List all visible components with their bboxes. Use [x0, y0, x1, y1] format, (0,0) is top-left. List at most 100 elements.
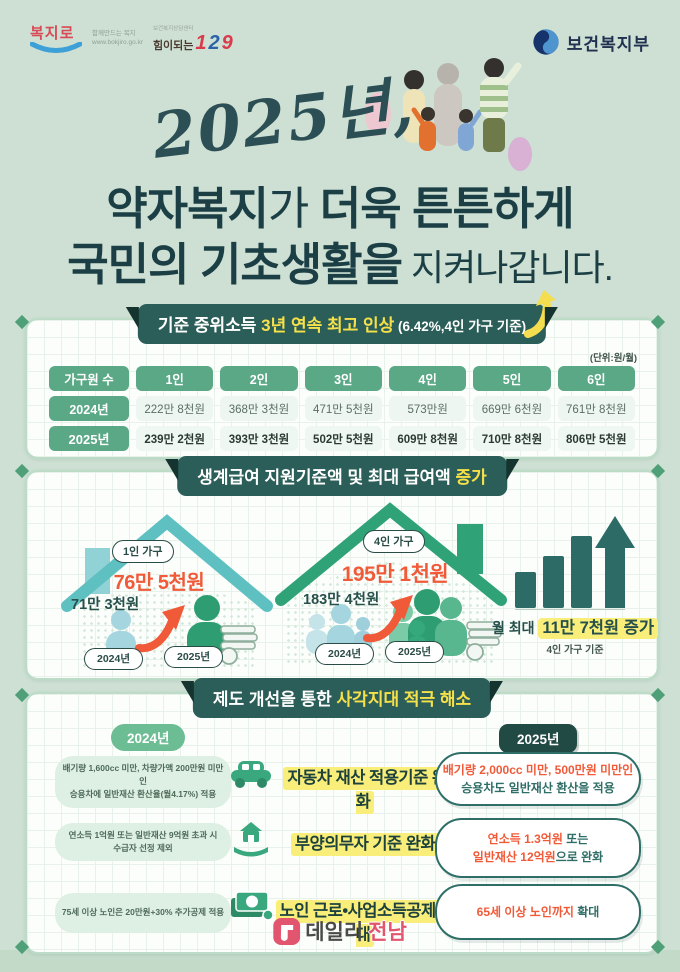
- after-rule-bubble: 65세 이상 노인까지 확대: [435, 884, 641, 940]
- title-regular: 지켜나갑니다.: [401, 247, 614, 288]
- after-rule-bubble: 연소득 1.3억원 또는 일반재산 12억원으로 완화: [435, 818, 641, 878]
- table-cell: 669만 6천원: [473, 396, 551, 421]
- ribbon-note: (6.42%,4인 가구 기준): [394, 319, 527, 334]
- section-living-benefit: 생계급여 지원기준액 및 최대 급여액 증가: [25, 456, 659, 680]
- amount-2024: 71만 3천원: [71, 597, 140, 613]
- bottom-strip: [0, 950, 680, 972]
- table-cell: 222만 8천원: [136, 396, 214, 421]
- press-mark-icon: [273, 917, 301, 945]
- call-129-logo: 보건복지상담센터 힘이되는 1 2 9: [152, 26, 233, 54]
- improvement-title: 노인 근로•사업소득공제 확대: [275, 897, 455, 947]
- money-icon: [229, 888, 274, 927]
- improvement-title: 자동차 재산 적용기준 완화: [275, 764, 455, 814]
- bokjiro-smile-icon: [29, 41, 83, 53]
- table-cell: 471만 5천원: [304, 396, 382, 421]
- col-header: 5인: [473, 366, 551, 391]
- col-header: 3인: [304, 366, 382, 391]
- title-regular: 가: [267, 183, 320, 234]
- year-label: 2024년: [84, 648, 144, 670]
- hand-house-icon: [229, 821, 273, 862]
- ministry-logo: 보건복지부: [532, 28, 650, 56]
- row-label: 2025년: [49, 426, 129, 451]
- col-header: 1인: [136, 366, 214, 391]
- call-129-digit: 1: [195, 31, 207, 54]
- improvement-title-text: 자동차 재산 적용기준 완화: [283, 767, 447, 814]
- after-rule-orange: 65세 이상 노인까지: [476, 905, 574, 919]
- house-4person: 4인 가구 195만 1천원 183만 4천원 2024년 2025년: [275, 496, 510, 676]
- press-name-accent: 전남: [368, 921, 407, 944]
- badge-2024: 2024년: [111, 724, 186, 751]
- bokjiro-logo-text: 복지로: [30, 25, 75, 42]
- after-rule-orange: 연소득 1.3억원: [487, 832, 563, 846]
- year-label: 2025년: [385, 641, 445, 663]
- row-label: 2024년: [49, 396, 129, 421]
- call-129-small-text: 보건복지상담센터: [152, 26, 194, 32]
- before-rule-line: 배기량 1,600cc 미만, 차량가액 200만원 미만인: [62, 763, 224, 787]
- ribbon-text-highlight: 3년 연속 최고 인상: [261, 316, 395, 335]
- table-cell: 239만 2천원: [136, 426, 214, 451]
- table-cell: 609만 8천원: [388, 426, 467, 451]
- after-rule-orange: 일반재산 12억원: [472, 850, 556, 864]
- section3-ribbon: 제도 개선을 통한 사각지대 적극 해소: [180, 678, 504, 718]
- household-badge: 1인 가구: [112, 540, 174, 563]
- after-rule-teal: 또는: [562, 832, 589, 846]
- before-rule-line: 75세 이상 노인은 20만원+30% 추가공제 적용: [61, 907, 225, 918]
- before-rule-pill: 75세 이상 노인은 20만원+30% 추가공제 적용: [55, 893, 231, 933]
- bokjiro-tagline: 함께만드는 복지 www.bokjiro.go.kr: [92, 26, 143, 48]
- improvement-title: 부양의무자 기준 완화: [275, 830, 455, 856]
- press-logo: 데일리 전남: [273, 916, 407, 946]
- after-rule-teal: 으로 완화: [555, 850, 604, 864]
- ribbon-text: 생계급여 지원기준액 및 최대 급여액: [197, 468, 456, 487]
- summary-highlight: 11만 7천원 증가: [538, 618, 659, 639]
- before-rule-line: 승용차에 일반재산 환산율(월4.17%) 적용: [69, 789, 217, 800]
- rise-arrow-icon: [524, 290, 557, 338]
- house-1person: 1인 가구 76만 5천원 71만 3천원 2024년 2025년: [59, 508, 274, 676]
- year-label: 2025년: [164, 646, 224, 668]
- col-header: 가구원 수: [49, 366, 129, 391]
- title-strong: 더욱 튼튼하게: [319, 183, 575, 234]
- increase-summary: 월 최대 11만 7천원 증가: [465, 614, 680, 639]
- taegeuk-icon: [533, 29, 559, 55]
- coins-icon: [466, 621, 502, 661]
- ribbon-text: 기준 중위소득: [157, 316, 262, 335]
- before-rule-pill: 배기량 1,600cc 미만, 차량가액 200만원 미만인 승용차에 일반재산…: [55, 756, 231, 808]
- table-cell: 502만 5천원: [304, 426, 382, 451]
- amount-2025: 195만 1천원: [341, 563, 449, 586]
- table-row: 2024년 222만 8천원 368만 3천원 471만 5천원 573만원 6…: [49, 396, 635, 421]
- badge-2025: 2025년: [499, 724, 578, 753]
- table-cell: 806만 5천원: [557, 426, 635, 451]
- col-header: 2인: [220, 366, 298, 391]
- amount-2024: 183만 4천원: [303, 592, 380, 608]
- title-strong: 국민의 기초생활을: [67, 239, 403, 290]
- ribbon-text-highlight: 사각지대 적극 해소: [336, 690, 472, 709]
- header-logos: 복지로 함께만드는 복지 www.bokjiro.go.kr 보건복지상담센터 …: [29, 25, 233, 59]
- after-rule-teal: 확대: [573, 905, 600, 919]
- table-cell: 761만 8천원: [557, 396, 635, 421]
- ribbon-text: 제도 개선을 통한: [212, 690, 337, 709]
- coins-icon: [220, 625, 258, 665]
- table-header-row: 가구원 수 1인 2인 3인 4인 5인 6인: [49, 366, 635, 391]
- ribbon-text-highlight: 증가: [455, 468, 487, 487]
- bokjiro-logo: 복지로: [29, 25, 83, 59]
- before-rule-line: 연소득 1억원 또는 일반재산 9억원 초과 시: [68, 830, 218, 840]
- summary-note: 4인 가구 기준: [546, 645, 604, 656]
- title-strong: 약자복지: [106, 183, 269, 234]
- before-rule-pill: 연소득 1억원 또는 일반재산 9억원 초과 시 수급자 선정 제외: [55, 823, 231, 862]
- amount-2025: 76만 5천원: [113, 572, 205, 594]
- section-median-income: 기준 중위소득 3년 연속 최고 인상 (6.42%,4인 가구 기준) (단위…: [25, 290, 659, 459]
- improvement-title-text: 부양의무자 기준 완화: [290, 833, 440, 856]
- col-header: 6인: [557, 366, 635, 391]
- call-129-digit: 2: [208, 31, 220, 54]
- bokjiro-tagline-1: 함께만드는 복지: [92, 30, 136, 37]
- table-cell: 710만 8천원: [473, 426, 551, 451]
- summary-prefix: 월 최대: [491, 620, 539, 636]
- median-income-table: 가구원 수 1인 2인 3인 4인 5인 6인 2024년 222만 8천원 3…: [49, 366, 635, 451]
- section2-ribbon: 생계급여 지원기준액 및 최대 급여액 증가: [165, 456, 519, 496]
- table-cell: 393만 3천원: [220, 426, 298, 451]
- family-illustration-icon: [365, 58, 532, 171]
- table-cell: 368만 3천원: [220, 396, 298, 421]
- call-129-prefix: 힘이되는: [152, 39, 194, 52]
- car-icon: [229, 758, 273, 795]
- table-cell: 573만원: [388, 396, 467, 421]
